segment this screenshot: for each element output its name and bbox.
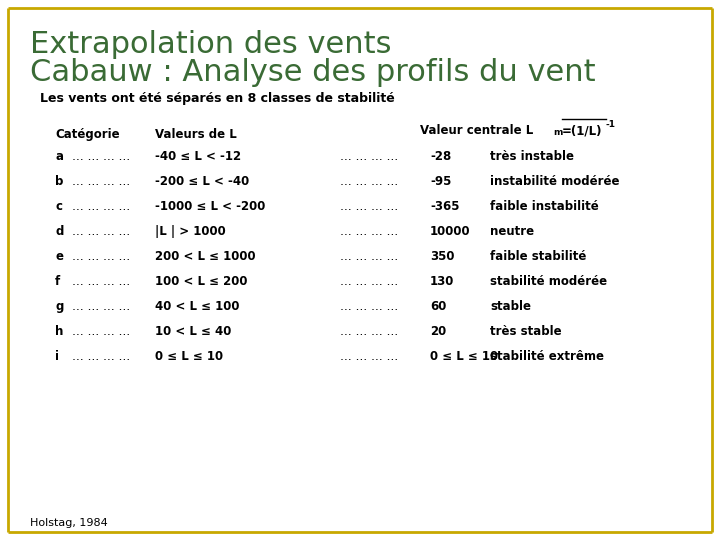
Text: stabilité extrême: stabilité extrême bbox=[490, 350, 604, 363]
Text: stabilité modérée: stabilité modérée bbox=[490, 275, 607, 288]
Text: 60: 60 bbox=[430, 300, 446, 313]
Text: … … … …: … … … … bbox=[72, 250, 130, 263]
Text: -200 ≤ L < -40: -200 ≤ L < -40 bbox=[155, 175, 249, 188]
Text: … … … …: … … … … bbox=[340, 250, 398, 263]
Text: 350: 350 bbox=[430, 250, 454, 263]
Text: instabilité modérée: instabilité modérée bbox=[490, 175, 619, 188]
Text: i: i bbox=[55, 350, 59, 363]
Text: d: d bbox=[55, 225, 63, 238]
Text: 40 < L ≤ 100: 40 < L ≤ 100 bbox=[155, 300, 240, 313]
Text: -1: -1 bbox=[606, 120, 616, 129]
Text: … … … …: … … … … bbox=[72, 350, 130, 363]
Text: Valeur centrale L: Valeur centrale L bbox=[420, 124, 534, 137]
Text: … … … …: … … … … bbox=[72, 175, 130, 188]
Text: |L | > 1000: |L | > 1000 bbox=[155, 225, 226, 238]
Text: 10000: 10000 bbox=[430, 225, 471, 238]
Text: -95: -95 bbox=[430, 175, 451, 188]
Text: 0 ≤ L ≤ 10: 0 ≤ L ≤ 10 bbox=[155, 350, 223, 363]
Text: =(1/L): =(1/L) bbox=[562, 124, 603, 137]
Text: Holstag, 1984: Holstag, 1984 bbox=[30, 518, 108, 528]
Text: -28: -28 bbox=[430, 150, 451, 163]
Text: … … … …: … … … … bbox=[340, 300, 398, 313]
Text: faible instabilité: faible instabilité bbox=[490, 200, 599, 213]
Text: … … … …: … … … … bbox=[340, 225, 398, 238]
Text: f: f bbox=[55, 275, 60, 288]
Text: c: c bbox=[55, 200, 62, 213]
Text: e: e bbox=[55, 250, 63, 263]
Text: 100 < L ≤ 200: 100 < L ≤ 200 bbox=[155, 275, 248, 288]
Text: … … … …: … … … … bbox=[72, 200, 130, 213]
Text: b: b bbox=[55, 175, 63, 188]
Text: -365: -365 bbox=[430, 200, 459, 213]
Text: … … … …: … … … … bbox=[72, 300, 130, 313]
Text: … … … …: … … … … bbox=[340, 200, 398, 213]
Text: a: a bbox=[55, 150, 63, 163]
Text: Cabauw : Analyse des profils du vent: Cabauw : Analyse des profils du vent bbox=[30, 58, 595, 87]
Text: Extrapolation des vents: Extrapolation des vents bbox=[30, 30, 392, 59]
Text: très stable: très stable bbox=[490, 325, 562, 338]
Text: … … … …: … … … … bbox=[72, 325, 130, 338]
Text: 200 < L ≤ 1000: 200 < L ≤ 1000 bbox=[155, 250, 256, 263]
Text: … … … …: … … … … bbox=[340, 175, 398, 188]
Text: Catégorie: Catégorie bbox=[55, 128, 120, 141]
Text: -1000 ≤ L < -200: -1000 ≤ L < -200 bbox=[155, 200, 266, 213]
Text: … … … …: … … … … bbox=[72, 225, 130, 238]
Text: Les vents ont été séparés en 8 classes de stabilité: Les vents ont été séparés en 8 classes d… bbox=[40, 92, 395, 105]
Text: faible stabilité: faible stabilité bbox=[490, 250, 586, 263]
Text: … … … …: … … … … bbox=[340, 150, 398, 163]
Text: Valeurs de L: Valeurs de L bbox=[155, 128, 237, 141]
Text: h: h bbox=[55, 325, 63, 338]
Text: g: g bbox=[55, 300, 63, 313]
Text: m: m bbox=[553, 128, 562, 137]
Text: très instable: très instable bbox=[490, 150, 574, 163]
Text: 20: 20 bbox=[430, 325, 446, 338]
Text: 10 < L ≤ 40: 10 < L ≤ 40 bbox=[155, 325, 231, 338]
Text: stable: stable bbox=[490, 300, 531, 313]
Text: … … … …: … … … … bbox=[340, 350, 398, 363]
Text: … … … …: … … … … bbox=[340, 325, 398, 338]
Text: … … … …: … … … … bbox=[340, 275, 398, 288]
Text: neutre: neutre bbox=[490, 225, 534, 238]
Text: … … … …: … … … … bbox=[72, 275, 130, 288]
Text: -40 ≤ L < -12: -40 ≤ L < -12 bbox=[155, 150, 241, 163]
Text: 130: 130 bbox=[430, 275, 454, 288]
Text: 0 ≤ L ≤ 10: 0 ≤ L ≤ 10 bbox=[430, 350, 498, 363]
Text: … … … …: … … … … bbox=[72, 150, 130, 163]
